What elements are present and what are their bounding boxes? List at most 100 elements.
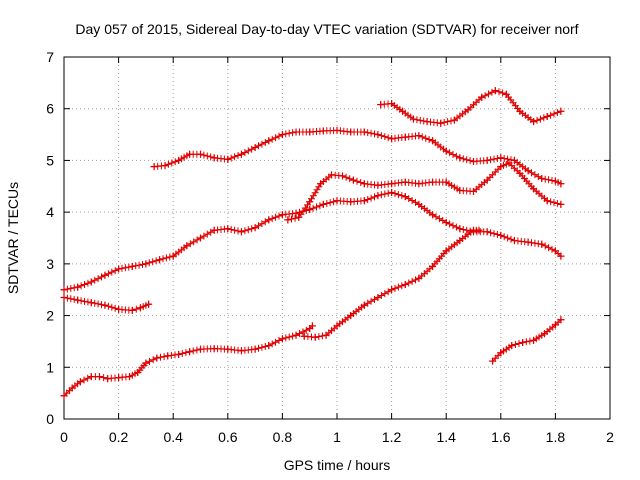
series-line xyxy=(63,191,562,291)
data-point xyxy=(429,178,437,186)
data-point xyxy=(101,301,109,309)
data-point xyxy=(115,265,123,273)
y-axis-label: SDTVAR / TECUs xyxy=(5,182,21,294)
data-point xyxy=(115,305,123,313)
data-point xyxy=(338,172,346,180)
y-tick-label: 1 xyxy=(46,359,54,375)
data-point xyxy=(442,178,450,186)
data-point xyxy=(497,163,505,171)
data-point xyxy=(292,128,300,136)
data-point xyxy=(197,150,204,158)
data-point xyxy=(399,107,407,115)
data-point xyxy=(423,118,431,126)
data-point xyxy=(210,226,218,234)
data-point xyxy=(415,200,423,208)
series-markers xyxy=(60,189,565,294)
data-point xyxy=(478,93,486,101)
data-point xyxy=(142,260,150,268)
data-point xyxy=(306,206,314,214)
series-s4 xyxy=(60,293,153,314)
data-point xyxy=(197,234,204,242)
data-point xyxy=(104,375,112,383)
data-point xyxy=(374,131,382,139)
data-point xyxy=(489,357,497,365)
x-tick-label: 1.6 xyxy=(491,429,511,445)
data-point xyxy=(74,296,82,304)
data-point xyxy=(360,301,368,309)
data-point xyxy=(502,90,510,98)
data-point xyxy=(551,321,559,329)
data-point xyxy=(437,119,445,127)
data-point xyxy=(530,336,538,344)
data-point xyxy=(429,137,437,145)
data-point xyxy=(540,330,548,338)
y-tick-label: 6 xyxy=(46,101,54,117)
data-point xyxy=(317,180,325,188)
data-point xyxy=(224,225,232,233)
data-point xyxy=(538,175,546,183)
data-point xyxy=(538,240,546,248)
data-point xyxy=(409,115,417,123)
data-point xyxy=(128,262,136,270)
data-point xyxy=(319,127,327,135)
data-point xyxy=(516,107,524,115)
data-point xyxy=(510,156,518,164)
data-point xyxy=(186,150,194,158)
data-point xyxy=(126,373,134,381)
data-point xyxy=(175,156,183,164)
data-point xyxy=(210,345,218,353)
data-point xyxy=(429,211,437,219)
data-point xyxy=(265,216,273,224)
data-point xyxy=(183,242,191,250)
data-point xyxy=(497,231,505,239)
data-point xyxy=(530,185,538,193)
data-point xyxy=(442,147,450,155)
data-point xyxy=(347,198,355,206)
data-point xyxy=(360,180,368,188)
data-point xyxy=(306,128,314,136)
data-point xyxy=(333,197,341,205)
data-point xyxy=(278,335,286,343)
data-point xyxy=(456,225,464,233)
series-s6 xyxy=(284,159,565,224)
data-point xyxy=(401,178,409,186)
data-point xyxy=(374,293,382,301)
data-point xyxy=(530,118,538,126)
data-point xyxy=(388,180,396,188)
y-tick-label: 5 xyxy=(46,152,54,168)
data-point xyxy=(508,342,516,350)
data-point xyxy=(128,306,136,314)
data-point xyxy=(60,286,68,294)
data-point xyxy=(224,155,232,163)
data-point xyxy=(87,278,95,286)
x-tick-label: 1.2 xyxy=(382,429,402,445)
data-point xyxy=(415,180,423,188)
data-point xyxy=(237,228,245,236)
data-point xyxy=(347,128,355,136)
data-point xyxy=(136,304,144,312)
data-point xyxy=(557,200,565,208)
data-point xyxy=(401,281,409,289)
data-point xyxy=(442,247,450,255)
data-point xyxy=(429,262,437,270)
data-point xyxy=(374,181,382,189)
data-point xyxy=(224,345,232,353)
data-point xyxy=(470,157,477,165)
data-point xyxy=(322,331,330,339)
data-point xyxy=(115,374,123,382)
data-point xyxy=(251,224,259,232)
data-point xyxy=(470,228,477,236)
data-point xyxy=(186,348,194,356)
data-point xyxy=(516,169,524,177)
data-point xyxy=(456,154,464,162)
data-point xyxy=(360,128,368,136)
data-point xyxy=(374,192,382,200)
y-tick-label: 3 xyxy=(46,256,54,272)
data-point xyxy=(76,378,84,386)
data-point xyxy=(265,342,273,350)
series-s3 xyxy=(60,188,565,294)
data-point xyxy=(401,133,409,141)
y-tick-label: 0 xyxy=(46,411,54,427)
data-point xyxy=(524,238,532,246)
